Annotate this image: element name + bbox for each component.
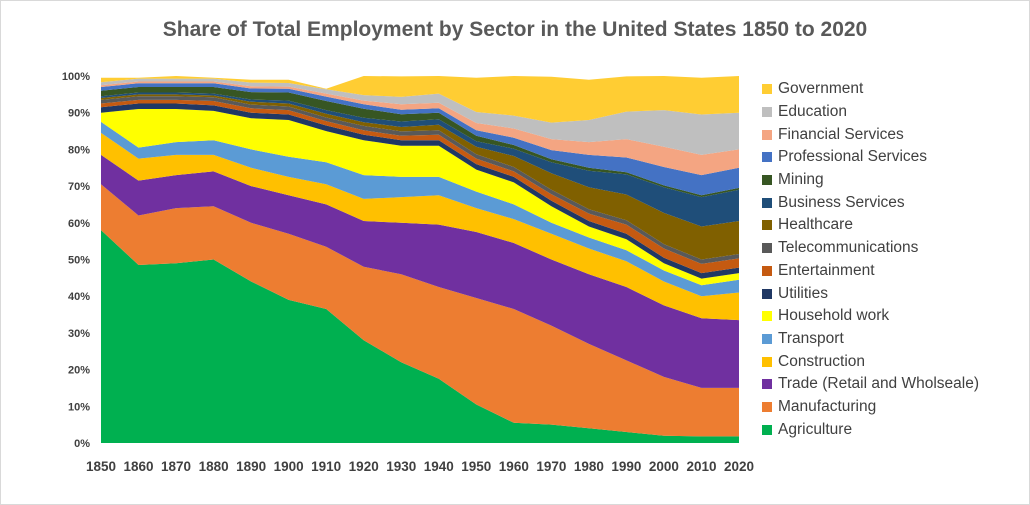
legend-swatch [762,84,772,95]
area-agriculture [101,230,739,443]
legend-item: Household work [762,305,1024,328]
legend-swatch [762,288,772,299]
legend-label: Mining [778,171,824,189]
area-transport [101,121,739,297]
x-tick-label: 1950 [461,459,491,474]
legend-item: Financial Services [762,123,1024,146]
x-tick-label: 1890 [236,459,266,474]
legend-label: Household work [778,307,890,325]
area-construction [101,132,739,321]
legend-swatch [762,311,772,322]
area-government [101,76,739,123]
legend-swatch [762,152,772,163]
x-tick-label: 1970 [536,459,566,474]
area-financial-services [101,81,739,176]
legend-label: Trade (Retail and Wholseale) [778,375,980,393]
chart-legend: Government Education Financial Services Pro… [762,78,1024,441]
legend-label: Telecommunications [778,239,919,257]
legend-item: Utilities [762,282,1024,305]
legend-item: Business Services [762,191,1024,214]
legend-swatch [762,243,772,254]
x-tick-label: 1870 [161,459,191,474]
legend-item: Healthcare [762,214,1024,237]
legend-label: Utilities [778,284,828,302]
legend-swatch [762,175,772,186]
y-tick-label: 20% [68,365,90,377]
legend-label: Education [778,103,847,121]
x-tick-label: 1850 [86,459,116,474]
x-tick-label: 1860 [124,459,154,474]
y-tick-label: 90% [68,108,90,120]
legend-item: Education [762,101,1024,124]
legend-item: Manufacturing [762,396,1024,419]
legend-label: Agriculture [778,420,853,438]
area-business-services [101,92,739,227]
legend-label: Transport [778,329,844,347]
legend-label: Professional Services [778,148,928,166]
legend-label: Financial Services [778,125,904,143]
legend-item: Telecommunications [762,237,1024,260]
x-tick-label: 1940 [424,459,454,474]
area-education [101,78,739,155]
legend-swatch [762,333,772,344]
area-household-work [101,109,739,286]
legend-item: Agriculture [762,418,1024,441]
legend-swatch [762,129,772,140]
area-professional-services [101,83,739,196]
y-tick-label: 80% [68,144,90,156]
y-tick-label: 50% [68,255,90,267]
area-healthcare [101,94,739,260]
x-tick-label: 1880 [199,459,229,474]
legend-swatch [762,379,772,390]
y-tick-label: 40% [68,291,90,303]
legend-swatch [762,424,772,435]
legend-label: Entertainment [778,261,875,279]
x-tick-label: 1910 [311,459,341,474]
legend-item: Transport [762,328,1024,351]
area-trade-retail-and-wholseale [101,154,739,388]
y-tick-label: 70% [68,181,90,193]
legend-item: Government [762,78,1024,101]
y-tick-label: 30% [68,328,90,340]
legend-item: Entertainment [762,260,1024,283]
legend-swatch [762,107,772,118]
x-tick-label: 1980 [574,459,604,474]
legend-label: Government [778,80,864,98]
x-tick-label: 1920 [349,459,379,474]
x-tick-label: 2000 [649,459,679,474]
legend-swatch [762,265,772,276]
legend-label: Manufacturing [778,397,877,415]
x-tick-label: 1990 [611,459,641,474]
x-tick-label: 1900 [274,459,304,474]
y-tick-label: 10% [68,401,90,413]
x-tick-label: 2020 [724,459,754,474]
area-entertainment [101,99,739,274]
legend-item: Mining [762,169,1024,192]
legend-swatch [762,401,772,412]
y-tick-label: 60% [68,218,90,230]
y-tick-label: 100% [62,71,90,83]
legend-swatch [762,197,772,208]
area-manufacturing [101,184,739,437]
legend-label: Construction [778,352,866,370]
x-tick-label: 2010 [686,459,716,474]
legend-swatch [762,220,772,231]
legend-label: Healthcare [778,216,853,234]
legend-item: Professional Services [762,146,1024,169]
legend-swatch [762,356,772,367]
chart-title: Share of Total Employment by Sector in t… [162,18,868,41]
legend-label: Business Services [778,193,905,211]
legend-item: Construction [762,350,1024,373]
x-tick-label: 1930 [386,459,416,474]
y-tick-label: 0% [74,438,90,450]
x-tick-label: 1960 [499,459,529,474]
legend-item: Trade (Retail and Wholseale) [762,373,1024,396]
